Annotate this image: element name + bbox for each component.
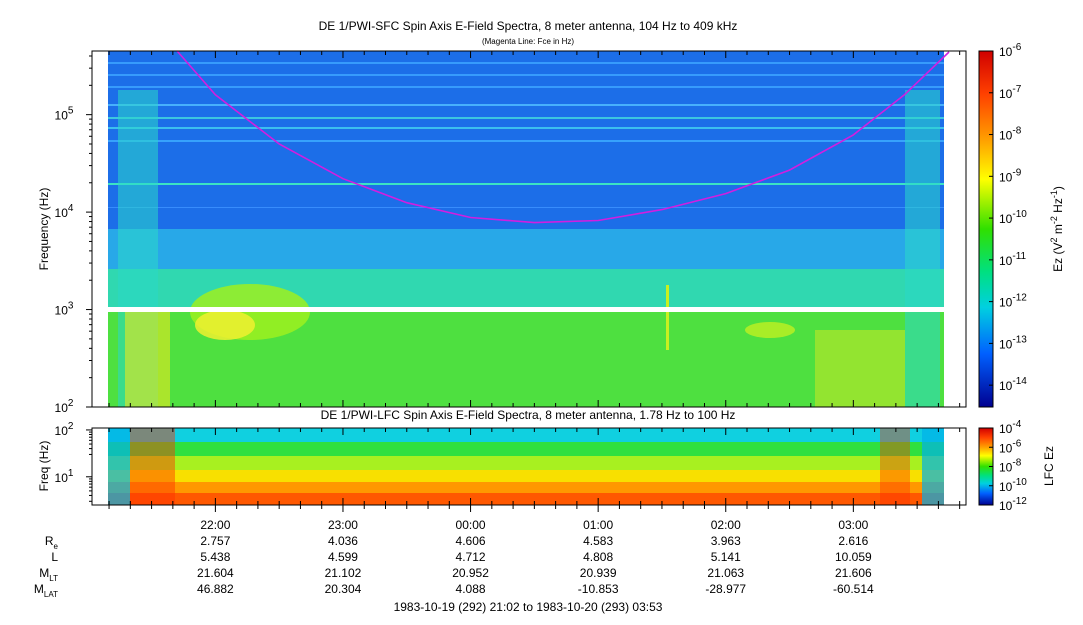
lower-y-axis-label: Freq (Hz) <box>37 441 51 492</box>
mid-frequency-band <box>108 229 944 269</box>
time-tick-label: 02:00 <box>711 518 741 532</box>
colorbar-tick-label: 10-6 <box>999 42 1022 59</box>
colorbar-tick-label: 10-11 <box>999 251 1027 268</box>
fce-line <box>176 50 950 224</box>
lfc-band-2 <box>108 442 944 456</box>
colorbar-tick-label: 10-6 <box>999 438 1022 455</box>
sfc-frequency-gap <box>108 307 944 312</box>
upper-y-ticks: 102 103 104 105 <box>55 55 92 415</box>
burst-left-core <box>125 310 170 407</box>
ephemeris-value: 46.882 <box>197 582 234 596</box>
ephemeris-value: 3.963 <box>711 534 741 548</box>
ephemeris-value: 20.952 <box>452 566 489 580</box>
ephemeris-value: 4.712 <box>456 550 486 564</box>
y-tick-label: 104 <box>55 203 74 220</box>
colorbar-tick-label: 10-8 <box>999 458 1022 475</box>
ephemeris-value: 21.604 <box>197 566 234 580</box>
burst-right <box>905 90 940 407</box>
colorbar-tick-label: 10-12 <box>999 293 1027 310</box>
upper-y-axis-label: Frequency (Hz) <box>37 188 51 271</box>
colorbar-tick-label: 10-8 <box>999 126 1022 143</box>
ephemeris-value: 4.599 <box>328 550 358 564</box>
time-tick-label: 03:00 <box>838 518 868 532</box>
lower-spectrogram <box>91 427 967 506</box>
ephemeris-value: 2.616 <box>838 534 868 548</box>
burst-right-core <box>815 330 905 407</box>
upper-colorbar-ticks: 10-6 10-7 10-8 10-9 10-10 10-11 10-12 10-13 10-1… <box>989 42 1027 393</box>
time-tick-label: 23:00 <box>328 518 358 532</box>
colorbar-tick-label: 10-7 <box>999 84 1022 101</box>
colorbar-tick-label: 10-4 <box>999 419 1022 436</box>
ephemeris-value: 5.438 <box>200 550 230 564</box>
upper-panel-title: DE 1/PWI-SFC Spin Axis E-Field Spectra, … <box>319 19 738 33</box>
y-tick-label: 102 <box>55 421 74 438</box>
time-axis-ticks: 22:00 23:00 00:00 01:00 02:00 03:00 <box>108 51 961 532</box>
lower-colorbar-label: LFC Ez <box>1042 446 1056 486</box>
lfc-band-4 <box>108 470 944 482</box>
ephemeris-value: 10.059 <box>835 550 872 564</box>
colorbar-tick-label: 10-12 <box>999 496 1027 513</box>
colorbar-tick-label: 10-14 <box>999 376 1027 393</box>
colorbar-tick-label: 10-10 <box>999 209 1027 226</box>
ephemeris-value: 4.808 <box>583 550 613 564</box>
ephemeris-value: 21.063 <box>707 566 744 580</box>
y-tick-label: 102 <box>55 398 74 415</box>
ephemeris-value: -10.853 <box>578 582 619 596</box>
spike-1 <box>666 285 669 350</box>
ephemeris-value: 20.304 <box>325 582 362 596</box>
ephemeris-value: -28.977 <box>705 582 746 596</box>
y-tick-label: 103 <box>55 301 74 318</box>
upper-colorbar <box>978 50 994 408</box>
colorbar-tick-label: 10-10 <box>999 477 1027 494</box>
upper-colorbar-label: Ez (V2 m-2 Hz-1) <box>1049 186 1065 272</box>
lower-colorbar-ticks: 10-4 10-6 10-8 10-10 10-12 <box>989 419 1027 513</box>
ephemeris-value: 4.606 <box>456 534 486 548</box>
ephemeris-value: 4.088 <box>456 582 486 596</box>
lower-panel-title: DE 1/PWI-LFC Spin Axis E-Field Spectra, … <box>321 408 736 422</box>
time-tick-label: 22:00 <box>200 518 230 532</box>
lfc-band-top <box>108 428 944 442</box>
ephemeris-value: 2.757 <box>200 534 230 548</box>
colorbar-tick-label: 10-9 <box>999 167 1022 184</box>
lfc-edge-left <box>108 428 130 505</box>
ephemeris-value: 21.606 <box>835 566 872 580</box>
lfc-burst-right <box>880 428 910 505</box>
colorbar-tick-label: 10-13 <box>999 334 1027 351</box>
upper-panel-subtitle: (Magenta Line: Fce in Hz) <box>482 37 574 46</box>
ephemeris-value: -60.514 <box>833 582 874 596</box>
interference-lines <box>108 62 944 208</box>
ephemeris-table: Re 2.757 4.036 4.606 4.583 3.963 2.616 L 5.438 4.… <box>34 534 874 599</box>
y-tick-label: 105 <box>55 106 74 123</box>
lfc-band-bottom <box>108 493 944 505</box>
ephemeris-value: 20.939 <box>580 566 617 580</box>
time-tick-label: 01:00 <box>583 518 613 532</box>
ephemeris-value: 4.583 <box>583 534 613 548</box>
ephemeris-value: 21.102 <box>325 566 362 580</box>
time-tick-label: 00:00 <box>456 518 486 532</box>
time-range-label: 1983-10-19 (292) 21:02 to 1983-10-20 (29… <box>394 600 663 614</box>
ephemeris-row-label: MLT <box>39 566 58 583</box>
ephemeris-row-label: Re <box>45 534 59 551</box>
ephemeris-row-label: L <box>51 550 58 564</box>
lfc-band-3 <box>108 456 944 470</box>
ephemeris-row-label: MLAT <box>34 582 58 599</box>
hiss-emission-right <box>745 322 795 338</box>
lower-y-ticks: 101 102 <box>55 421 92 502</box>
hiss-core-left <box>195 310 255 340</box>
lfc-burst-left <box>130 428 175 505</box>
lfc-band-5 <box>108 482 944 493</box>
ephemeris-value: 5.141 <box>711 550 741 564</box>
upper-spectrogram <box>91 50 967 408</box>
ephemeris-value: 4.036 <box>328 534 358 548</box>
lfc-edge-right <box>922 428 944 505</box>
y-tick-label: 101 <box>55 468 74 485</box>
